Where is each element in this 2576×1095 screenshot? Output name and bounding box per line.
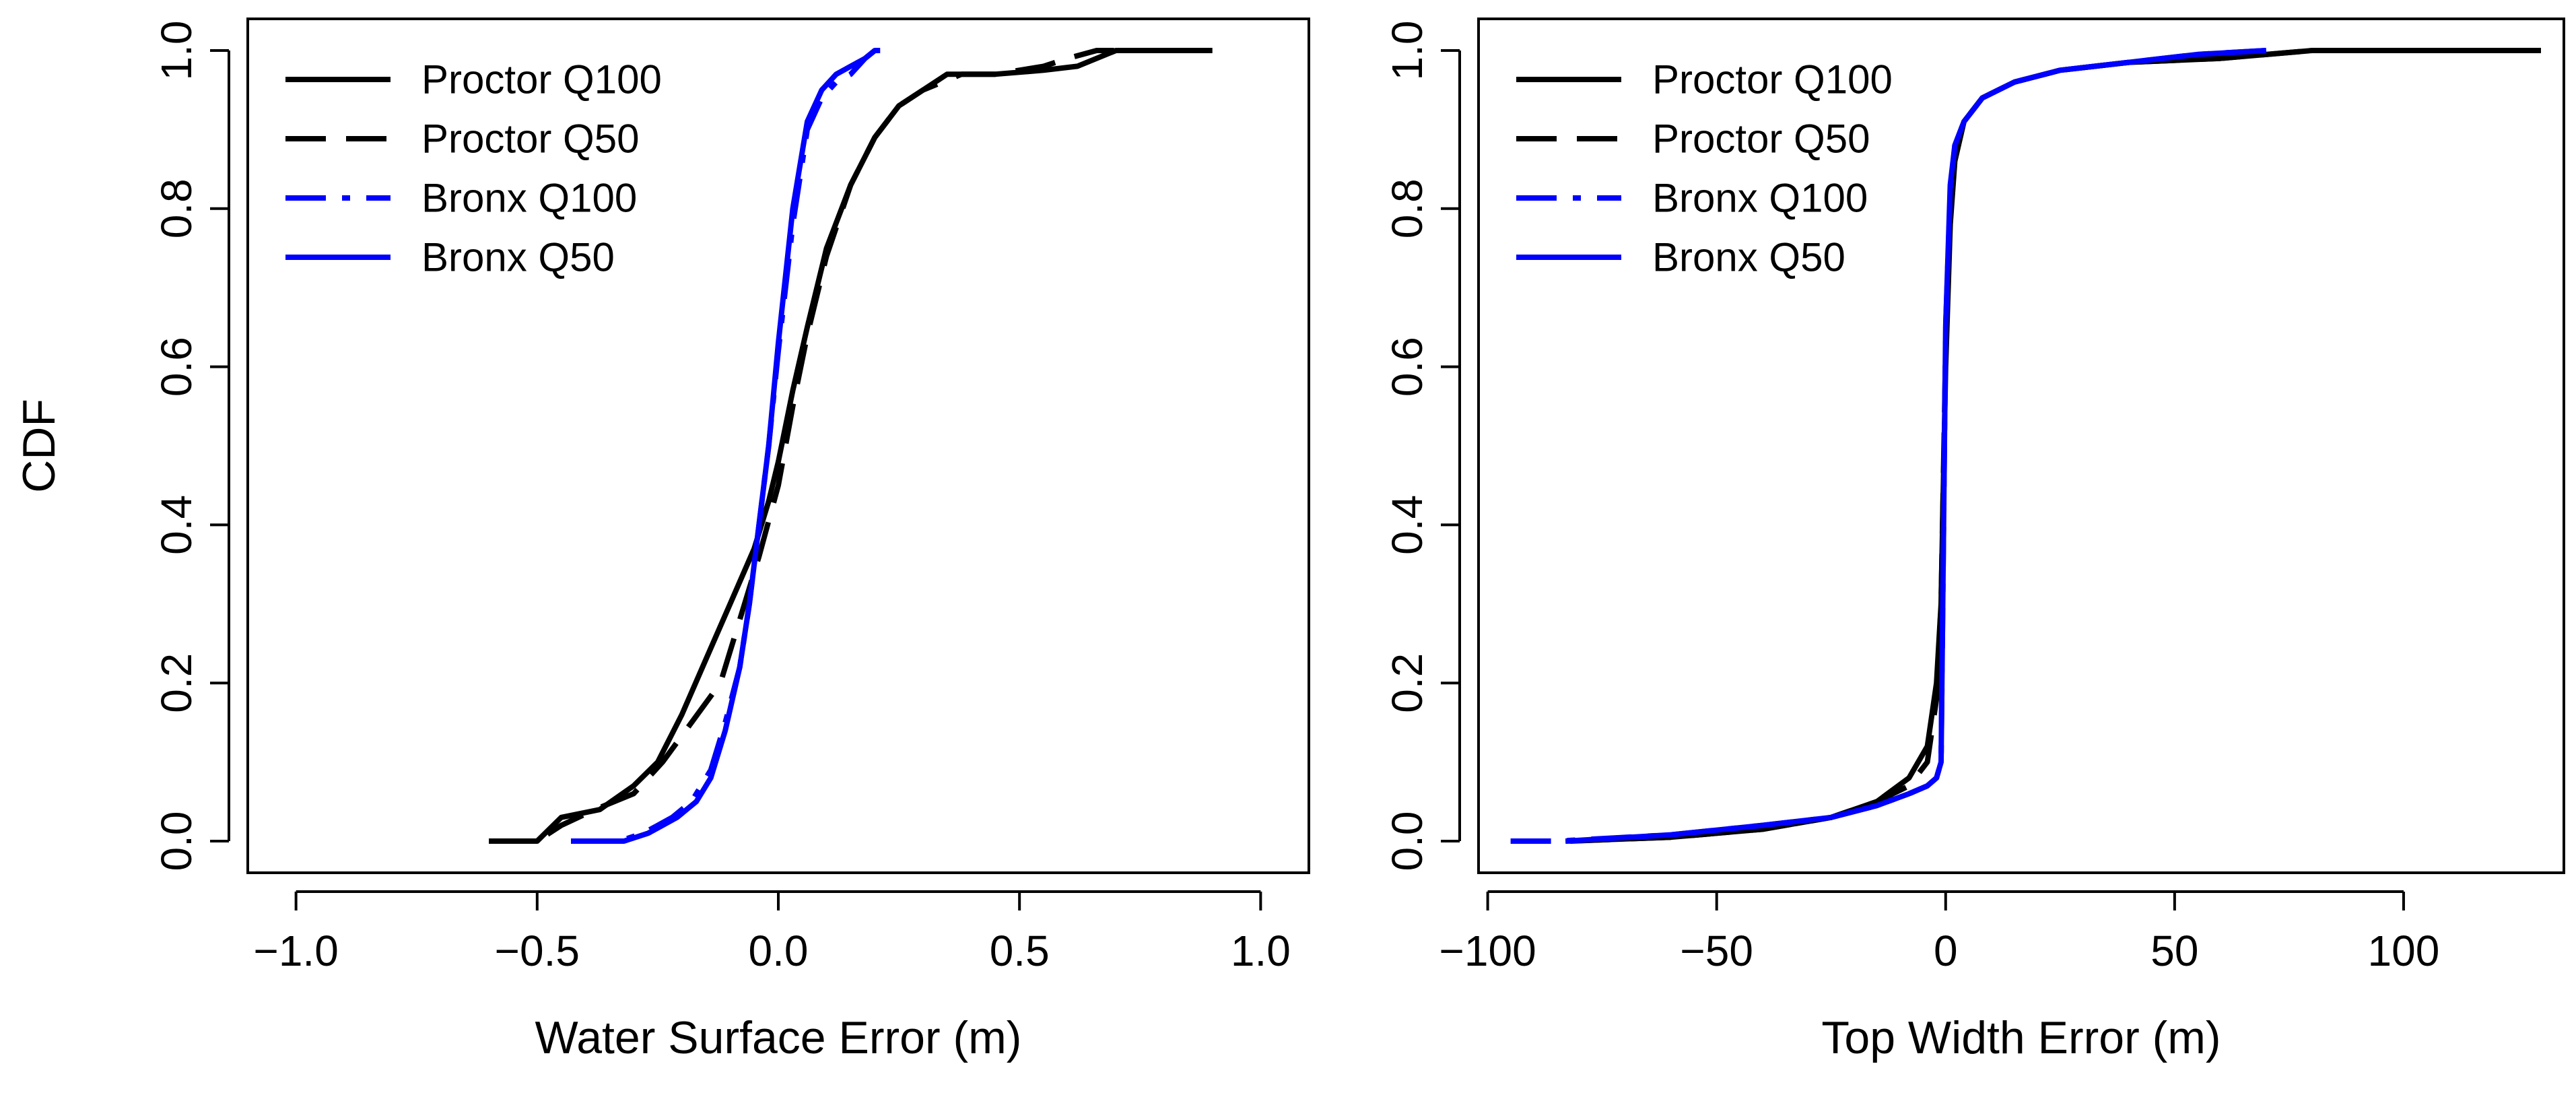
left-series-group	[489, 48, 1213, 844]
right-x-tick-label: 50	[2150, 927, 2198, 975]
left-y-tick-label: 0.8	[152, 178, 201, 238]
left-x-tick-label: 0.0	[749, 927, 809, 975]
right-x-tick-label: 0	[1934, 927, 1958, 975]
left-x-tick-label: 1.0	[1231, 927, 1291, 975]
left-plot-frame	[246, 18, 1310, 874]
legend-label: Bronx Q50	[421, 235, 615, 280]
right-series-group	[1510, 48, 2541, 844]
legend-label: Proctor Q50	[421, 117, 639, 162]
right-x-tick-label: −50	[1680, 927, 1753, 975]
left-y-tick-label: 0.2	[152, 653, 201, 713]
right-y-tick-label: 0.2	[1383, 653, 1431, 713]
right-legend: Proctor Q100 Proctor Q50 Bronx Q100 Bronx Q…	[1516, 57, 1893, 280]
left-x-axis-label: Water Surface Error (m)	[535, 1012, 1022, 1063]
right-x-axis-label: Top Width Error (m)	[1821, 1012, 2221, 1063]
legend-label: Bronx Q100	[421, 176, 637, 221]
right-x-tick-label: 100	[2368, 927, 2440, 975]
left-y-tick-label: 0.4	[152, 495, 201, 555]
left-series-bronx-q50	[576, 48, 877, 844]
left-x-tick-label: 0.5	[990, 927, 1050, 975]
left-y-axis-label: CDF	[13, 399, 65, 493]
legend-label: Proctor Q50	[1652, 117, 1870, 162]
left-y-tick-label: 1.0	[152, 20, 201, 80]
right-y-tick-label: 1.0	[1383, 20, 1431, 80]
left-legend: Proctor Q100 Proctor Q50 Bronx Q100 Bronx Q…	[285, 57, 662, 280]
right-y-tick-label: 0.4	[1383, 495, 1431, 555]
left-x-tick-label: −0.5	[495, 927, 580, 975]
left-y-tick-label: 0.0	[152, 811, 201, 871]
legend-label: Proctor Q100	[421, 57, 662, 102]
right-x-tick-label: −100	[1439, 927, 1536, 975]
legend-label: Bronx Q100	[1652, 176, 1868, 221]
left-x-tick-label: −1.0	[253, 927, 338, 975]
legend-label: Bronx Q50	[1652, 235, 1845, 280]
right-y-tick-label: 0.6	[1383, 337, 1431, 397]
right-panel: −100 −50 0 50 100 Top Width Error (m) 0.0 0.2 0.…	[1383, 18, 2565, 1063]
right-y-tick-label: 0.0	[1383, 811, 1431, 871]
right-series-bronx-q50	[1565, 48, 2267, 844]
left-y-tick-label: 0.6	[152, 337, 201, 397]
right-y-tick-label: 0.8	[1383, 178, 1431, 238]
left-panel: −1.0 −0.5 0.0 0.5 1.0 Water Surface Error (m)…	[13, 18, 1310, 1063]
panels: −1.0 −0.5 0.0 0.5 1.0 Water Surface Error (m)…	[13, 18, 2565, 1063]
left-series-proctor-q50	[489, 48, 1116, 844]
legend-label: Proctor Q100	[1652, 57, 1893, 102]
right-plot-frame	[1477, 18, 2565, 874]
